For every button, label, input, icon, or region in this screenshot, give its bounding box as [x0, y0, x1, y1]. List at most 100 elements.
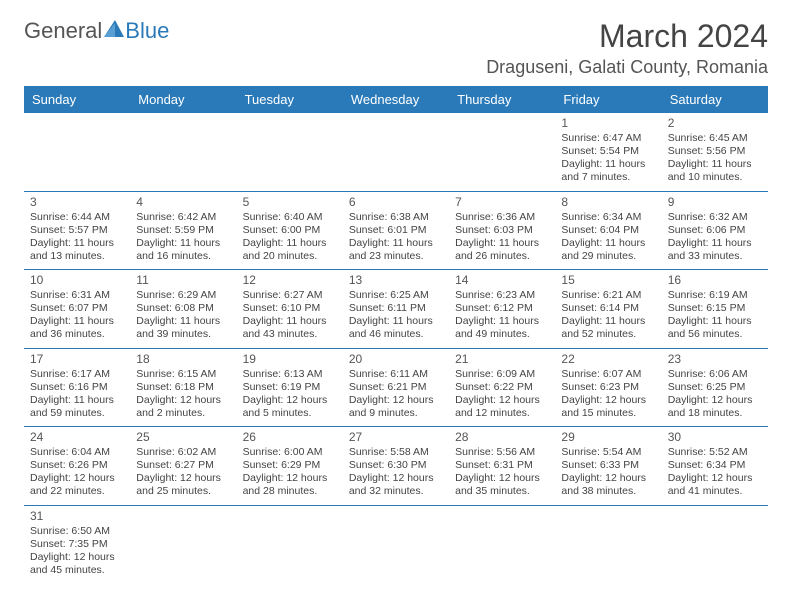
sunset-text: Sunset: 6:31 PM [455, 459, 549, 472]
daylight-text: Daylight: 11 hours and 26 minutes. [455, 237, 549, 263]
calendar-day: 14Sunrise: 6:23 AMSunset: 6:12 PMDayligh… [449, 270, 555, 348]
sunset-text: Sunset: 5:57 PM [30, 224, 124, 237]
sunrise-text: Sunrise: 6:36 AM [455, 211, 549, 224]
day-number: 23 [668, 352, 762, 367]
sunset-text: Sunset: 6:27 PM [136, 459, 230, 472]
sunset-text: Sunset: 6:15 PM [668, 302, 762, 315]
sunrise-text: Sunrise: 5:58 AM [349, 446, 443, 459]
daylight-text: Daylight: 11 hours and 49 minutes. [455, 315, 549, 341]
sunset-text: Sunset: 6:03 PM [455, 224, 549, 237]
calendar-day: 21Sunrise: 6:09 AMSunset: 6:22 PMDayligh… [449, 349, 555, 427]
sunrise-text: Sunrise: 6:40 AM [243, 211, 337, 224]
sunset-text: Sunset: 6:14 PM [561, 302, 655, 315]
calendar-day: 28Sunrise: 5:56 AMSunset: 6:31 PMDayligh… [449, 427, 555, 505]
sunrise-text: Sunrise: 6:34 AM [561, 211, 655, 224]
sunset-text: Sunset: 6:26 PM [30, 459, 124, 472]
day-number: 13 [349, 273, 443, 288]
sunrise-text: Sunrise: 6:11 AM [349, 368, 443, 381]
daylight-text: Daylight: 11 hours and 59 minutes. [30, 394, 124, 420]
sunrise-text: Sunrise: 6:07 AM [561, 368, 655, 381]
day-number: 22 [561, 352, 655, 367]
day-number: 16 [668, 273, 762, 288]
daylight-text: Daylight: 11 hours and 33 minutes. [668, 237, 762, 263]
day-number: 15 [561, 273, 655, 288]
calendar-day: 27Sunrise: 5:58 AMSunset: 6:30 PMDayligh… [343, 427, 449, 505]
daylight-text: Daylight: 11 hours and 29 minutes. [561, 237, 655, 263]
calendar-day: 16Sunrise: 6:19 AMSunset: 6:15 PMDayligh… [662, 270, 768, 348]
sunset-text: Sunset: 7:35 PM [30, 538, 124, 551]
weekday-label: Thursday [449, 86, 555, 113]
logo-text-b: Blue [125, 18, 169, 44]
daylight-text: Daylight: 11 hours and 52 minutes. [561, 315, 655, 341]
calendar-day: 3Sunrise: 6:44 AMSunset: 5:57 PMDaylight… [24, 192, 130, 270]
sunset-text: Sunset: 6:12 PM [455, 302, 549, 315]
day-number: 2 [668, 116, 762, 131]
sunset-text: Sunset: 6:23 PM [561, 381, 655, 394]
calendar-day-empty [24, 113, 130, 191]
daylight-text: Daylight: 11 hours and 10 minutes. [668, 158, 762, 184]
day-number: 11 [136, 273, 230, 288]
calendar-day: 11Sunrise: 6:29 AMSunset: 6:08 PMDayligh… [130, 270, 236, 348]
sunrise-text: Sunrise: 6:45 AM [668, 132, 762, 145]
daylight-text: Daylight: 12 hours and 45 minutes. [30, 551, 124, 577]
sunset-text: Sunset: 6:33 PM [561, 459, 655, 472]
calendar-day: 19Sunrise: 6:13 AMSunset: 6:19 PMDayligh… [237, 349, 343, 427]
calendar-day-empty [130, 113, 236, 191]
sunrise-text: Sunrise: 6:19 AM [668, 289, 762, 302]
weekday-label: Sunday [24, 86, 130, 113]
daylight-text: Daylight: 12 hours and 28 minutes. [243, 472, 337, 498]
calendar-day-empty [555, 506, 661, 584]
sunset-text: Sunset: 6:22 PM [455, 381, 549, 394]
sunset-text: Sunset: 6:25 PM [668, 381, 762, 394]
calendar-day: 8Sunrise: 6:34 AMSunset: 6:04 PMDaylight… [555, 192, 661, 270]
sunrise-text: Sunrise: 6:06 AM [668, 368, 762, 381]
day-number: 9 [668, 195, 762, 210]
calendar: Sunday Monday Tuesday Wednesday Thursday… [24, 86, 768, 583]
calendar-day: 13Sunrise: 6:25 AMSunset: 6:11 PMDayligh… [343, 270, 449, 348]
day-number: 4 [136, 195, 230, 210]
sunset-text: Sunset: 6:00 PM [243, 224, 337, 237]
sunset-text: Sunset: 6:08 PM [136, 302, 230, 315]
calendar-day: 6Sunrise: 6:38 AMSunset: 6:01 PMDaylight… [343, 192, 449, 270]
sunset-text: Sunset: 6:34 PM [668, 459, 762, 472]
day-number: 26 [243, 430, 337, 445]
day-number: 14 [455, 273, 549, 288]
calendar-day: 10Sunrise: 6:31 AMSunset: 6:07 PMDayligh… [24, 270, 130, 348]
daylight-text: Daylight: 12 hours and 38 minutes. [561, 472, 655, 498]
day-number: 29 [561, 430, 655, 445]
sunrise-text: Sunrise: 6:00 AM [243, 446, 337, 459]
calendar-day: 7Sunrise: 6:36 AMSunset: 6:03 PMDaylight… [449, 192, 555, 270]
daylight-text: Daylight: 11 hours and 7 minutes. [561, 158, 655, 184]
page-title: March 2024 [486, 18, 768, 55]
daylight-text: Daylight: 11 hours and 13 minutes. [30, 237, 124, 263]
daylight-text: Daylight: 12 hours and 35 minutes. [455, 472, 549, 498]
calendar-day: 24Sunrise: 6:04 AMSunset: 6:26 PMDayligh… [24, 427, 130, 505]
calendar-week: 24Sunrise: 6:04 AMSunset: 6:26 PMDayligh… [24, 427, 768, 506]
calendar-day: 4Sunrise: 6:42 AMSunset: 5:59 PMDaylight… [130, 192, 236, 270]
daylight-text: Daylight: 12 hours and 25 minutes. [136, 472, 230, 498]
sunrise-text: Sunrise: 6:32 AM [668, 211, 762, 224]
sail-icon [104, 18, 124, 44]
calendar-day: 17Sunrise: 6:17 AMSunset: 6:16 PMDayligh… [24, 349, 130, 427]
daylight-text: Daylight: 11 hours and 36 minutes. [30, 315, 124, 341]
day-number: 28 [455, 430, 549, 445]
location-subtitle: Draguseni, Galati County, Romania [486, 57, 768, 78]
daylight-text: Daylight: 12 hours and 22 minutes. [30, 472, 124, 498]
calendar-day: 9Sunrise: 6:32 AMSunset: 6:06 PMDaylight… [662, 192, 768, 270]
calendar-day-empty [662, 506, 768, 584]
calendar-body: 1Sunrise: 6:47 AMSunset: 5:54 PMDaylight… [24, 113, 768, 583]
sunrise-text: Sunrise: 6:15 AM [136, 368, 230, 381]
day-number: 10 [30, 273, 124, 288]
logo-text-a: General [24, 18, 102, 44]
day-number: 27 [349, 430, 443, 445]
calendar-day: 30Sunrise: 5:52 AMSunset: 6:34 PMDayligh… [662, 427, 768, 505]
sunset-text: Sunset: 6:19 PM [243, 381, 337, 394]
calendar-week: 10Sunrise: 6:31 AMSunset: 6:07 PMDayligh… [24, 270, 768, 349]
daylight-text: Daylight: 12 hours and 41 minutes. [668, 472, 762, 498]
calendar-day: 20Sunrise: 6:11 AMSunset: 6:21 PMDayligh… [343, 349, 449, 427]
weekday-label: Monday [130, 86, 236, 113]
day-number: 3 [30, 195, 124, 210]
sunrise-text: Sunrise: 6:50 AM [30, 525, 124, 538]
daylight-text: Daylight: 11 hours and 16 minutes. [136, 237, 230, 263]
sunrise-text: Sunrise: 6:09 AM [455, 368, 549, 381]
